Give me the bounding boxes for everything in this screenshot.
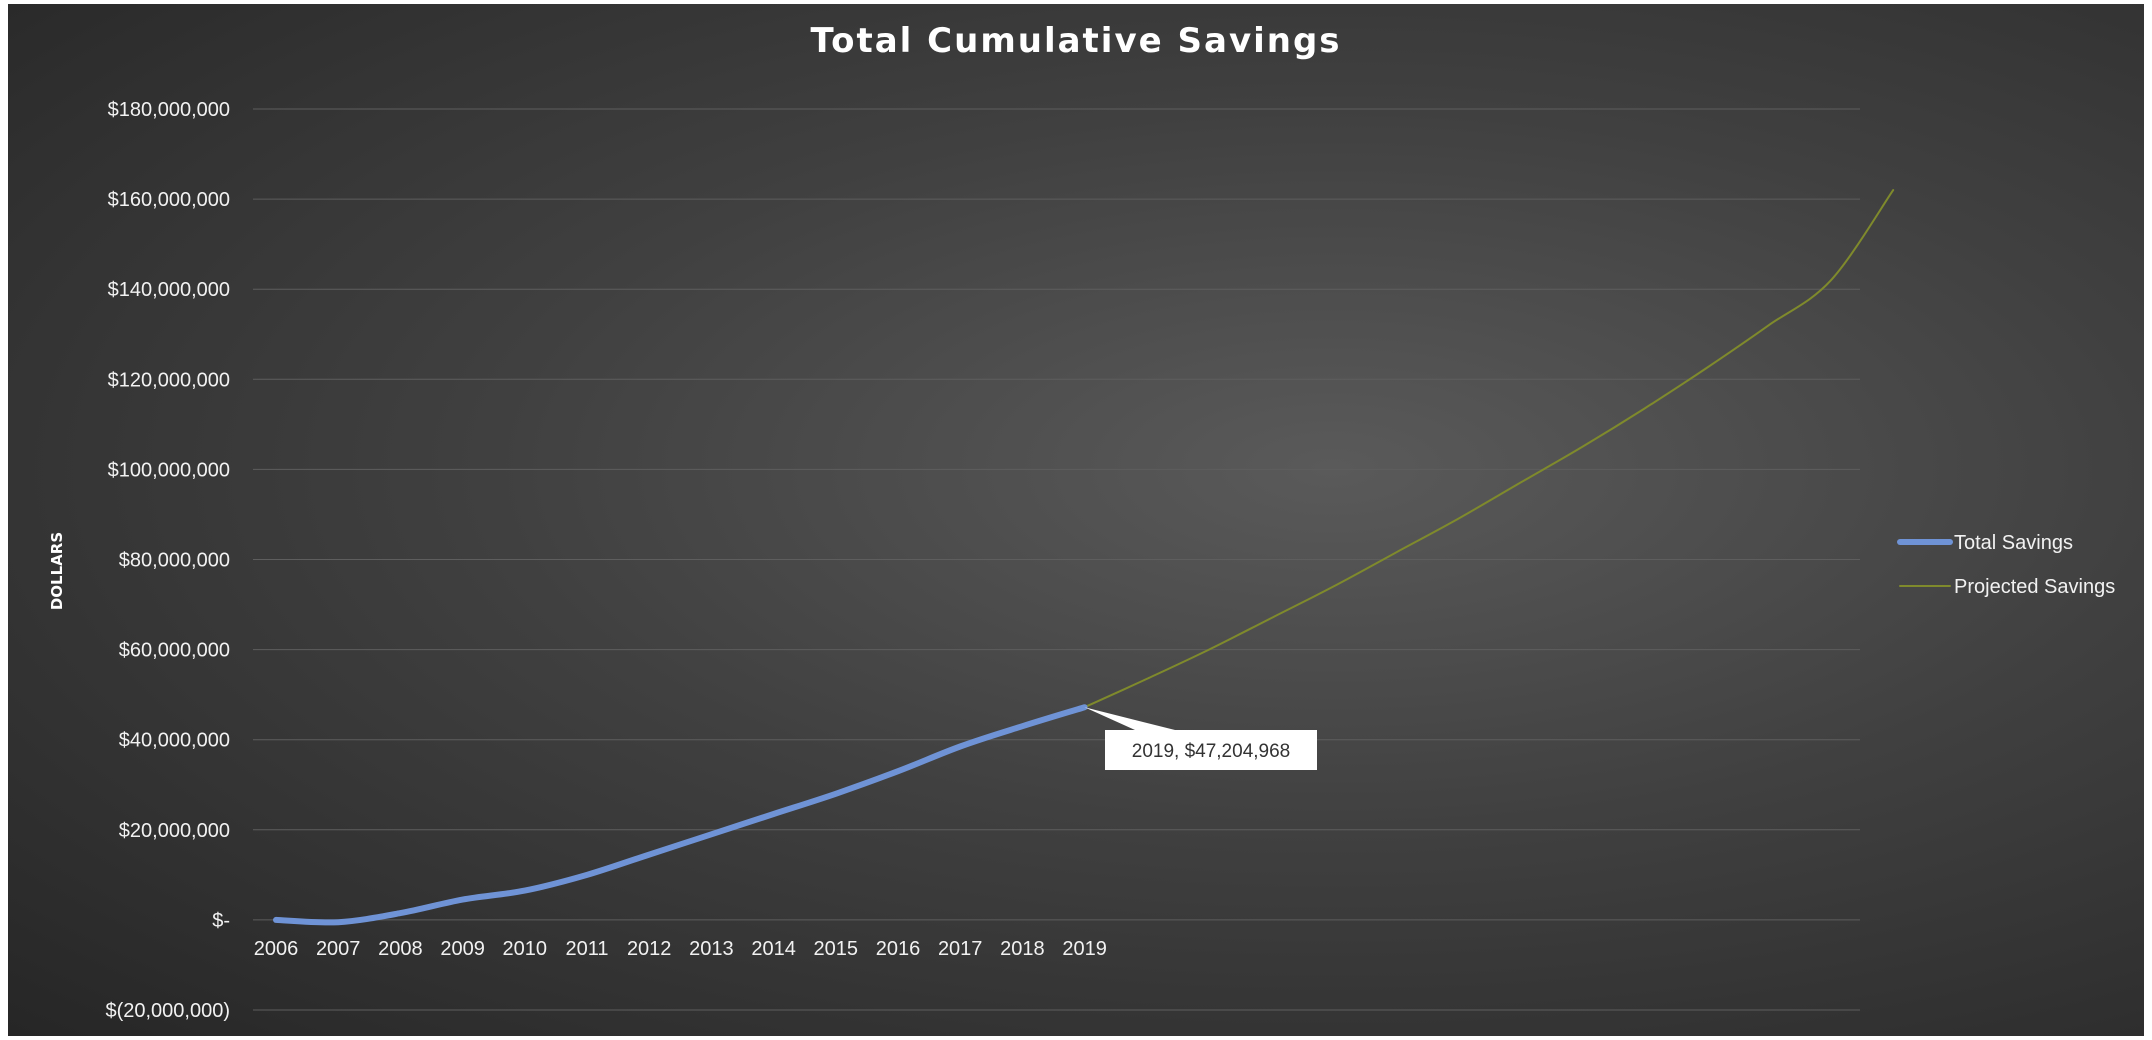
legend-entry: Total Savings (1954, 532, 2073, 554)
x-tick-label: 2014 (751, 938, 796, 960)
projected-savings-line (1083, 189, 1895, 709)
gridlines (253, 108, 1860, 1011)
y-tick-label: $160,000,000 (108, 189, 230, 211)
line-chart: Total Cumulative Savings DOLLARS $180,00… (48, 21, 2115, 1022)
x-tick-label: 2018 (1000, 938, 1045, 960)
x-tick-label: 2010 (503, 938, 548, 960)
y-tick-label: $100,000,000 (108, 459, 230, 481)
y-tick-label: $20,000,000 (119, 820, 230, 842)
data-callout: 2019, $47,204,968 (1084, 707, 1317, 770)
total-savings-line (273, 704, 1088, 926)
x-tick-label: 2011 (565, 938, 608, 960)
data-callouts: 2019, $47,204,968 (1084, 707, 1317, 770)
x-tick-label: 2016 (876, 938, 921, 960)
y-tick-label: $140,000,000 (108, 279, 230, 301)
x-tick-label: 2019 (1062, 938, 1107, 960)
y-tick-label: $80,000,000 (119, 550, 230, 572)
y-tick-label: $40,000,000 (119, 730, 230, 752)
x-axis-ticks: 2006 2007 2008 2009 2010 2011 2012 2013 2014 2015… (254, 938, 1107, 960)
x-tick-label: 2006 (254, 938, 299, 960)
x-tick-label: 2012 (627, 938, 672, 960)
callout-pointer (1084, 707, 1175, 730)
x-tick-label: 2007 (316, 938, 361, 960)
x-tick-label: 2015 (814, 938, 859, 960)
y-axis-label: DOLLARS (48, 532, 66, 610)
y-tick-label: $120,000,000 (108, 369, 230, 391)
x-tick-label: 2017 (938, 938, 983, 960)
x-tick-label: 2008 (378, 938, 423, 960)
x-tick-label: 2009 (440, 938, 485, 960)
y-tick-label: $60,000,000 (119, 640, 230, 662)
y-tick-label: $180,000,000 (108, 99, 230, 121)
y-tick-label: $(20,000,000) (105, 1000, 230, 1022)
chart-title: Total Cumulative Savings (810, 21, 1341, 61)
legend: Total Savings Projected Savings (1897, 532, 2115, 598)
y-tick-label: $- (212, 910, 230, 932)
callout-box (1105, 730, 1317, 770)
y-axis-ticks: $180,000,000 $160,000,000 $140,000,000 $120… (105, 99, 230, 1022)
series-lines (273, 189, 1895, 926)
callout-label: 2019, $47,204,968 (1132, 741, 1291, 762)
legend-entry: Projected Savings (1954, 576, 2115, 598)
chart-area: Total Cumulative Savings DOLLARS $180,00… (8, 4, 2144, 1036)
x-tick-label: 2013 (689, 938, 734, 960)
